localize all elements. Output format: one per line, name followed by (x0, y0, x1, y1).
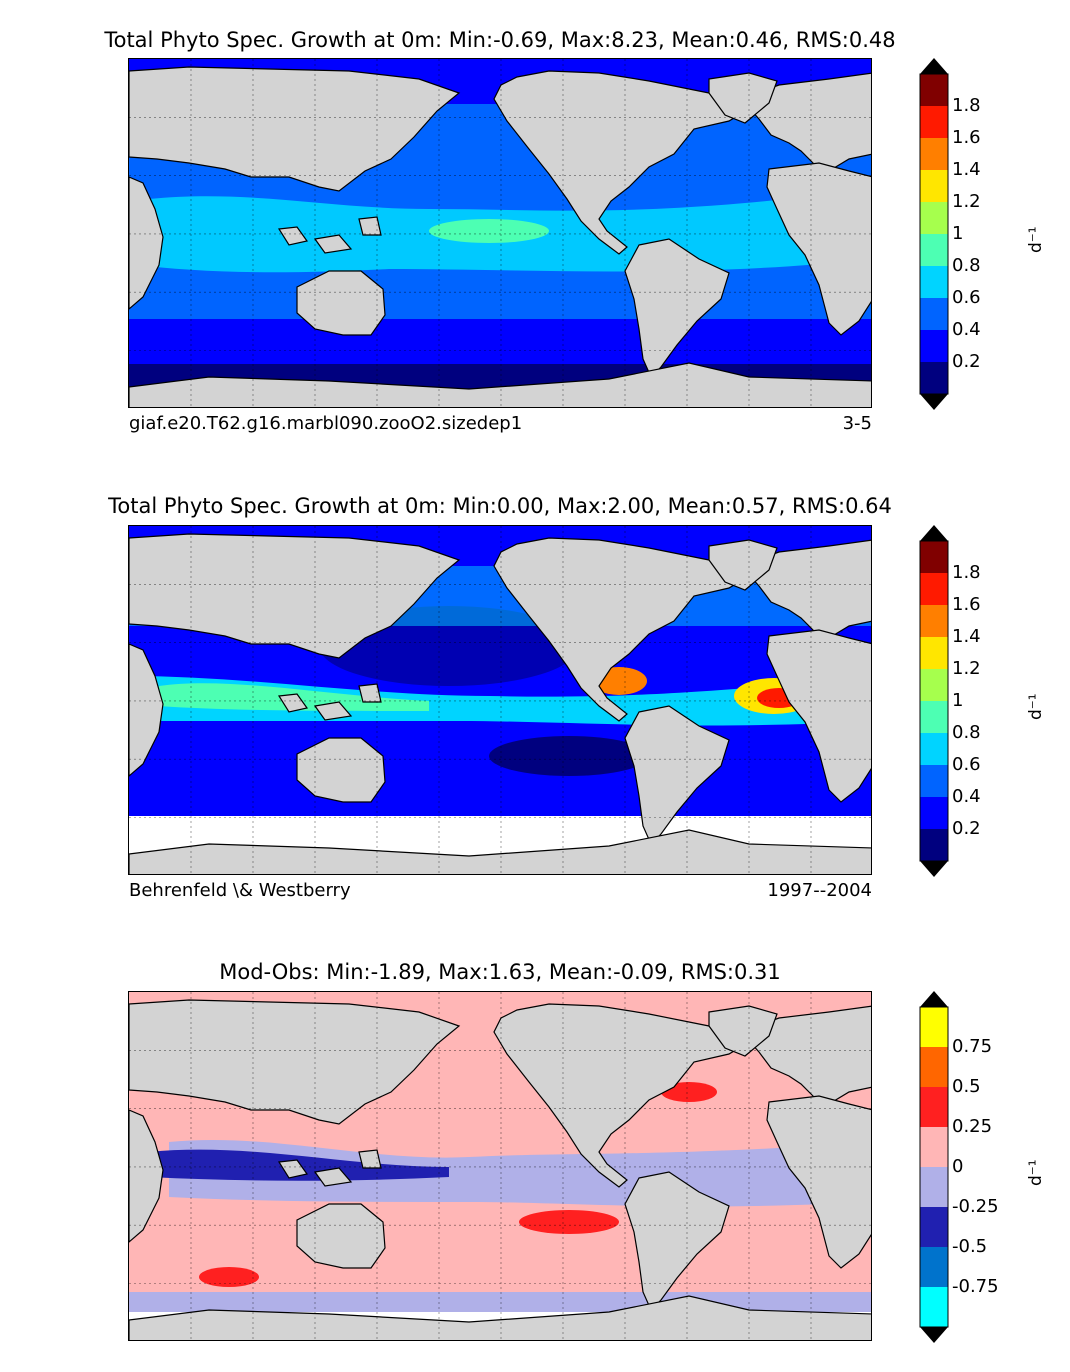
panel-2-map (128, 525, 872, 875)
colorbar-tick-label: 1 (952, 223, 964, 244)
colorbar-tick-label: 1.2 (952, 658, 981, 679)
panel-1-colorbar: 0.2 0.4 0.6 0.8 1 1.2 1.4 1.6 1.8 d⁻¹ (918, 58, 1068, 410)
colorbar-tick-label: 0.4 (952, 786, 981, 807)
colorbar-segment (920, 1047, 948, 1087)
colorbar-tick-label: 1.2 (952, 191, 981, 212)
colorbar-segment (920, 138, 948, 170)
colorbar-segment (920, 1127, 948, 1167)
colorbar-tick-label: 1 (952, 690, 964, 711)
panel-1-case-name: giaf.e20.T62.g16.marbl090.zooO2.sizedep1 (129, 413, 523, 434)
panel-3-colorbar: -0.75 -0.5 -0.25 0 0.25 0.5 0.75 d⁻¹ (918, 991, 1068, 1343)
colorbar-segment (920, 330, 948, 362)
colorbar-tick-label: 1.8 (952, 95, 981, 116)
colorbar-segment (920, 541, 948, 573)
panel-2-period: 1997--2004 (767, 880, 872, 901)
colorbar-segment (920, 733, 948, 765)
colorbar-under-arrow (920, 861, 948, 877)
panel-3-map (128, 991, 872, 1341)
colorbar-tick-label: 1.6 (952, 127, 981, 148)
panel-1-period: 3-5 (842, 413, 872, 434)
colorbar-segment (920, 298, 948, 330)
colorbar-segment (920, 765, 948, 797)
colorbar-unit-label: d⁻¹ (1026, 693, 1046, 720)
map-grid (129, 526, 871, 874)
colorbar-tick-label: 1.6 (952, 594, 981, 615)
colorbar-segment (920, 1007, 948, 1047)
panel-2-colorbar: 0.2 0.4 0.6 0.8 1 1.2 1.4 1.6 1.8 d⁻¹ (918, 525, 1068, 877)
colorbar-segment (920, 797, 948, 829)
colorbar-segment (920, 1287, 948, 1327)
map-svg (129, 992, 871, 1340)
colorbar-tick-label: 0.6 (952, 287, 981, 308)
colorbar-tick-label: -0.25 (952, 1196, 999, 1217)
colorbar-unit-label: d⁻¹ (1026, 1159, 1046, 1186)
colorbar-segment (920, 1247, 948, 1287)
colorbar-tick-label: 1.4 (952, 159, 981, 180)
colorbar-tick-label: 1.4 (952, 626, 981, 647)
map-grid (129, 59, 871, 407)
colorbar-segment (920, 701, 948, 733)
colorbar-over-arrow (920, 58, 948, 74)
colorbar-tick-label: 0.8 (952, 722, 981, 743)
colorbar-tick-label: 0.4 (952, 319, 981, 340)
colorbar-segment (920, 234, 948, 266)
colorbar-tick-label: 0.25 (952, 1116, 993, 1137)
panel-2-title: Total Phyto Spec. Growth at 0m: Min:0.00… (108, 494, 892, 518)
panel-1-title: Total Phyto Spec. Growth at 0m: Min:-0.6… (104, 28, 896, 52)
colorbar-svg (919, 991, 949, 1343)
colorbar-segment (920, 170, 948, 202)
colorbar-segment (920, 1167, 948, 1207)
colorbar-svg (919, 525, 949, 877)
colorbar-unit-label: d⁻¹ (1026, 226, 1046, 253)
map-svg (129, 59, 871, 407)
colorbar-tick-label: 0.2 (952, 351, 981, 372)
colorbar-tick-label: 0.6 (952, 754, 981, 775)
colorbar-segment (920, 202, 948, 234)
land-masses (129, 533, 871, 874)
colorbar-segment (920, 266, 948, 298)
colorbar-over-arrow (920, 525, 948, 541)
colorbar-tick-label: -0.5 (952, 1236, 988, 1257)
colorbar-segment (920, 1087, 948, 1127)
colorbar-tick-label: 0 (952, 1156, 964, 1177)
map-grid (129, 992, 871, 1340)
colorbar-tick-label: 0.2 (952, 818, 981, 839)
colorbar-over-arrow (920, 991, 948, 1007)
colorbar-segment (920, 1207, 948, 1247)
colorbar-tick-label: 0.8 (952, 255, 981, 276)
colorbar-segment (920, 669, 948, 701)
colorbar-tick-label: 0.75 (952, 1036, 993, 1057)
colorbar-segment (920, 106, 948, 138)
colorbar-segment (920, 573, 948, 605)
colorbar-segment (920, 74, 948, 106)
panel-1-map (128, 58, 872, 408)
colorbar-segment (920, 605, 948, 637)
colorbar-svg (919, 58, 949, 410)
colorbar-under-arrow (920, 1327, 948, 1343)
panel-3-title: Mod-Obs: Min:-1.89, Max:1.63, Mean:-0.09… (219, 960, 781, 984)
colorbar-segment (920, 362, 948, 394)
colorbar-tick-label: 1.8 (952, 562, 981, 583)
panel-2-source: Behrenfeld \& Westberry (129, 880, 351, 901)
map-svg (129, 526, 871, 874)
colorbar-segment (920, 637, 948, 669)
colorbar-tick-label: 0.5 (952, 1076, 981, 1097)
colorbar-tick-label: -0.75 (952, 1276, 999, 1297)
colorbar-segment (920, 829, 948, 861)
colorbar-under-arrow (920, 394, 948, 410)
